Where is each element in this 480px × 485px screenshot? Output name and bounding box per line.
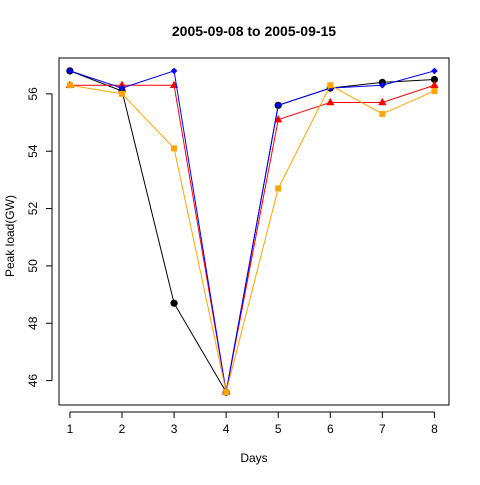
y-tick-label: 50 (26, 259, 40, 273)
data-point (431, 67, 438, 75)
data-point (430, 80, 439, 89)
data-point (430, 75, 439, 84)
data-point (170, 67, 178, 75)
x-axis: 1 2 3 4 5 6 7 8 (67, 411, 438, 436)
data-point (326, 97, 335, 106)
series-2 (65, 80, 439, 395)
series-4-line (69, 84, 435, 393)
x-tick-label: 5 (275, 422, 282, 436)
y-axis-label: Peak load(GW) (3, 195, 17, 277)
data-point (327, 82, 334, 89)
y-tick-label: 46 (26, 374, 40, 388)
data-point (118, 84, 126, 92)
data-point (379, 110, 386, 117)
data-point (170, 299, 178, 307)
plot-frame (58, 57, 450, 406)
y-tick-label: 52 (26, 202, 40, 216)
data-point (171, 145, 178, 152)
x-tick-label: 4 (223, 422, 230, 436)
x-tick-label: 3 (171, 422, 178, 436)
x-tick-label: 1 (67, 422, 74, 436)
series-layer (65, 67, 439, 396)
data-point (431, 87, 438, 94)
data-point (379, 81, 386, 89)
data-point (119, 90, 126, 97)
x-tick-label: 6 (327, 422, 334, 436)
x-tick-label: 2 (119, 422, 126, 436)
data-point (274, 115, 283, 123)
series-4 (66, 82, 438, 396)
data-point (378, 97, 387, 106)
data-point (66, 67, 74, 75)
x-tick-label: 7 (379, 422, 386, 436)
series-3-line (69, 70, 435, 393)
y-axis: 46 48 50 52 54 56 (26, 87, 53, 388)
data-point (223, 389, 230, 396)
x-axis-label: Days (240, 451, 267, 465)
data-point (117, 80, 127, 89)
x-tick-label: 8 (431, 422, 438, 436)
data-point (275, 185, 282, 192)
series-1-line (69, 70, 435, 394)
data-point (274, 102, 282, 109)
data-point (66, 82, 73, 89)
chart-title: 2005-09-08 to 2005-09-15 (172, 23, 336, 39)
y-tick-label: 48 (26, 316, 40, 330)
y-tick-label: 56 (26, 87, 40, 101)
y-tick-label: 54 (26, 144, 40, 158)
series-3 (66, 67, 438, 396)
series-2-line (69, 84, 435, 393)
